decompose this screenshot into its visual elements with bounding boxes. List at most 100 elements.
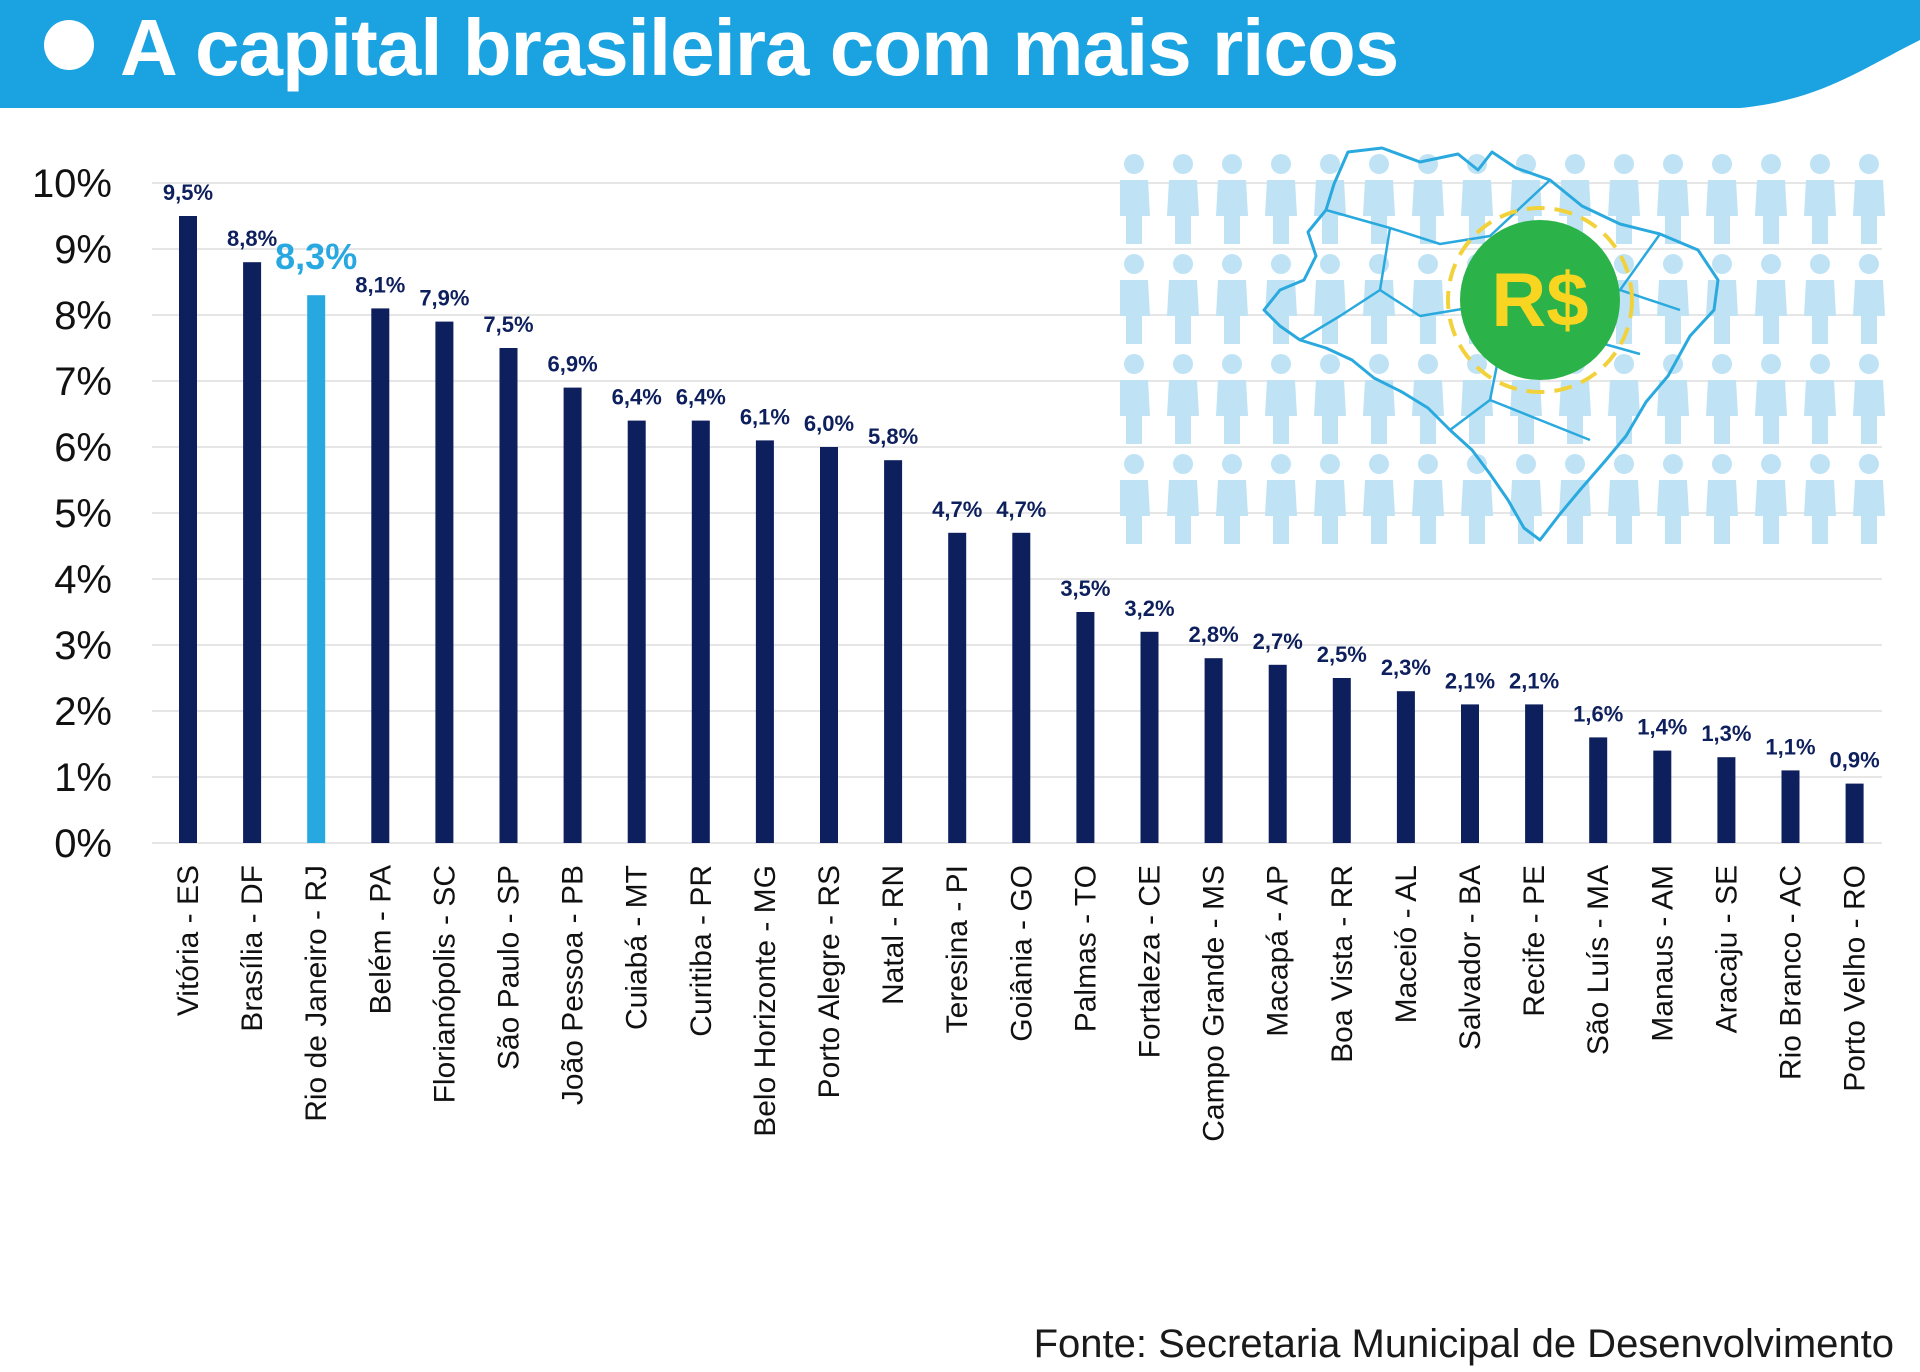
- person-head: [1271, 454, 1291, 474]
- person-head: [1271, 154, 1291, 174]
- data-label: 2,3%: [1381, 655, 1431, 680]
- bar: [1653, 750, 1672, 843]
- banner-shape: [0, 0, 1920, 108]
- x-tick-label: Florianópolis - SC: [428, 865, 461, 1103]
- x-tick-label: São Paulo - SP: [493, 865, 526, 1070]
- person-body: [1657, 380, 1689, 444]
- person-body: [1314, 280, 1346, 344]
- person-head: [1663, 154, 1683, 174]
- x-tick-label: Salvador - BA: [1454, 865, 1487, 1050]
- person-head: [1614, 354, 1634, 374]
- bar: [1012, 532, 1031, 843]
- person-head: [1810, 154, 1830, 174]
- person-body: [1216, 480, 1248, 544]
- bar: [243, 262, 262, 843]
- person-body: [1167, 480, 1199, 544]
- person-head: [1565, 154, 1585, 174]
- person-body: [1120, 280, 1150, 344]
- x-tick-label: Aracaju - SE: [1710, 865, 1743, 1033]
- person-body: [1706, 280, 1738, 344]
- person-body: [1461, 480, 1493, 544]
- page-title: A capital brasileira com mais ricos: [120, 3, 1399, 92]
- bar: [755, 440, 774, 843]
- person-body: [1120, 480, 1150, 544]
- bullet-dot: [44, 20, 94, 70]
- data-label: 0,9%: [1830, 748, 1880, 773]
- x-tick-label: São Luís - MA: [1582, 865, 1615, 1055]
- person-body: [1559, 480, 1591, 544]
- x-tick-label: Palmas - TO: [1069, 865, 1102, 1032]
- person-body: [1216, 180, 1248, 244]
- person-body: [1706, 380, 1738, 444]
- person-body: [1853, 180, 1885, 244]
- data-label: 2,1%: [1445, 668, 1495, 693]
- y-tick-label: 1%: [54, 756, 112, 800]
- person-head: [1418, 254, 1438, 274]
- y-tick-label: 0%: [54, 822, 112, 866]
- person-head: [1124, 154, 1144, 174]
- person-body: [1559, 380, 1591, 444]
- x-tick-label: Cuiabá - MT: [621, 865, 654, 1030]
- person-head: [1173, 154, 1193, 174]
- person-head: [1173, 354, 1193, 374]
- data-labels: 9,5% 8,8%8,3%8,1% 7,9% 7,5% 6,9% 6,4% 6,4% 6,1%…: [163, 180, 1880, 773]
- bar: [1781, 770, 1800, 843]
- person-body: [1804, 280, 1836, 344]
- person-body: [1510, 380, 1542, 444]
- person-head: [1859, 354, 1879, 374]
- person-body: [1755, 280, 1787, 344]
- person-body: [1608, 180, 1640, 244]
- person-body: [1314, 480, 1346, 544]
- person-body: [1412, 380, 1444, 444]
- person-body: [1608, 480, 1640, 544]
- x-tick-label: Boa Vista - RR: [1326, 865, 1359, 1063]
- person-head: [1222, 354, 1242, 374]
- person-body: [1755, 180, 1787, 244]
- person-body: [1853, 480, 1885, 544]
- person-head: [1320, 254, 1340, 274]
- person-head: [1320, 354, 1340, 374]
- person-body: [1755, 480, 1787, 544]
- y-axis-ticks: 0% 1% 2% 3% 4% 5% 6% 7% 8% 9% 10%: [32, 162, 112, 866]
- person-body: [1120, 380, 1150, 444]
- x-tick-label: Recife - PE: [1518, 865, 1551, 1017]
- data-label: 3,5%: [1060, 576, 1110, 601]
- x-tick-label: Rio de Janeiro - RJ: [300, 865, 333, 1122]
- person-body: [1657, 280, 1689, 344]
- x-tick-label: Manaus - AM: [1646, 865, 1679, 1042]
- person-body: [1120, 180, 1150, 244]
- person-head: [1173, 254, 1193, 274]
- person-head: [1810, 354, 1830, 374]
- x-tick-label: Belém - PA: [364, 865, 397, 1015]
- bar: [627, 420, 646, 843]
- person-body: [1657, 480, 1689, 544]
- person-head: [1320, 454, 1340, 474]
- y-tick-label: 6%: [54, 426, 112, 470]
- x-tick-label: Porto Velho - RO: [1839, 865, 1872, 1092]
- person-body: [1510, 480, 1542, 544]
- bar-highlight: [307, 295, 326, 843]
- person-head: [1810, 254, 1830, 274]
- x-tick-label: Belo Horizonte - MG: [749, 865, 782, 1137]
- person-head: [1565, 454, 1585, 474]
- data-label: 2,5%: [1317, 642, 1367, 667]
- person-head: [1761, 254, 1781, 274]
- person-head: [1369, 454, 1389, 474]
- person-head: [1271, 354, 1291, 374]
- bar: [1332, 678, 1351, 843]
- y-tick-label: 4%: [54, 558, 112, 602]
- person-body: [1461, 180, 1493, 244]
- person-body: [1706, 180, 1738, 244]
- data-label: 6,0%: [804, 411, 854, 436]
- data-label: 2,1%: [1509, 668, 1559, 693]
- bar: [1076, 612, 1095, 843]
- bar: [1140, 631, 1159, 843]
- data-label: 1,3%: [1701, 721, 1751, 746]
- person-body: [1608, 380, 1640, 444]
- bar: [1461, 704, 1479, 843]
- data-label: 6,9%: [548, 352, 598, 377]
- person-body: [1412, 280, 1444, 344]
- person-head: [1761, 354, 1781, 374]
- data-label: 6,4%: [612, 385, 662, 410]
- person-body: [1706, 480, 1738, 544]
